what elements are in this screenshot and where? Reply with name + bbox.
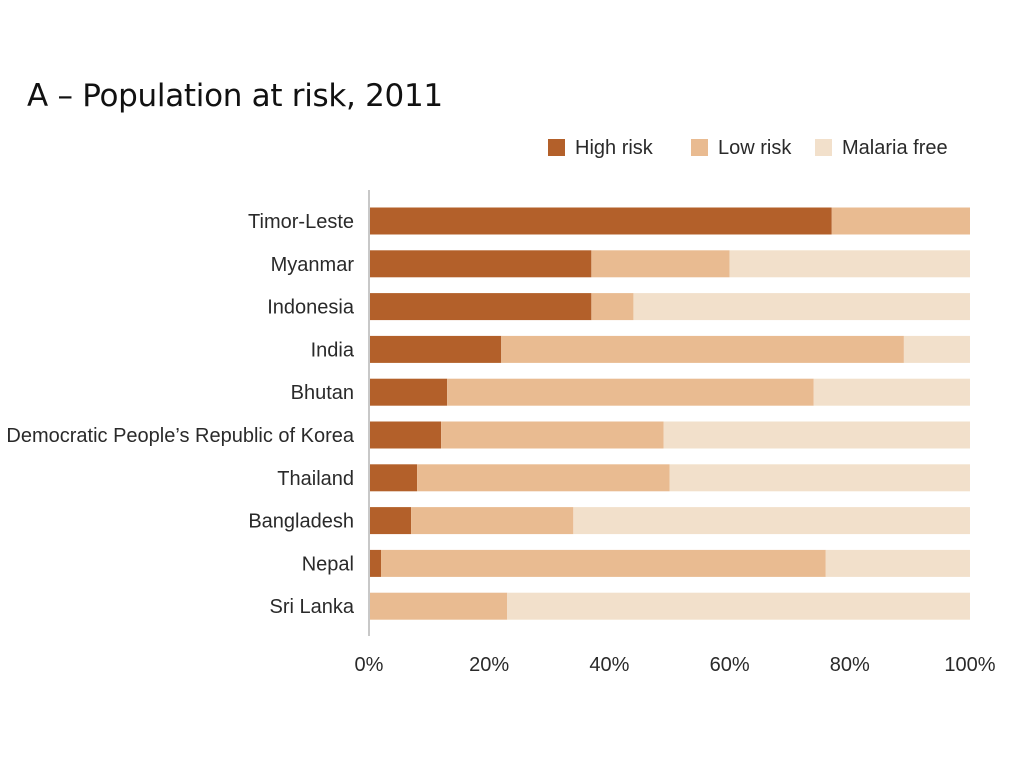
bar-segment-3-row-2 <box>729 250 970 278</box>
bar-segment-1-row-2 <box>369 250 592 278</box>
x-tick-label: 80% <box>830 654 870 676</box>
legend-swatch-1 <box>548 139 565 156</box>
category-label: India <box>311 339 355 361</box>
x-tick-label: 100% <box>944 654 995 676</box>
category-label: Nepal <box>302 553 354 575</box>
x-tick-label: 40% <box>589 654 629 676</box>
bar-group <box>369 207 970 620</box>
bar-segment-2-row-4 <box>501 335 904 363</box>
legend-swatch-2 <box>691 139 708 156</box>
bar-segment-1-row-7 <box>369 464 418 492</box>
bar-segment-1-row-5 <box>369 378 448 406</box>
legend: High risk Low risk Malaria free <box>548 137 948 159</box>
category-label: Thailand <box>277 468 354 490</box>
bar-segment-3-row-6 <box>663 421 970 449</box>
legend-label: Malaria free <box>842 137 948 159</box>
bar-segment-2-row-5 <box>447 378 814 406</box>
category-label: Sri Lanka <box>270 596 355 618</box>
category-label: Timor-Leste <box>248 211 354 233</box>
bar-segment-3-row-5 <box>813 378 970 406</box>
x-tick-label: 0% <box>355 654 384 676</box>
bar-segment-1-row-1 <box>369 207 832 235</box>
category-label: Indonesia <box>267 297 355 319</box>
bar-segment-3-row-9 <box>825 549 970 577</box>
bar-segment-2-row-9 <box>381 549 826 577</box>
legend-label: Low risk <box>718 137 792 159</box>
x-tick-label: 60% <box>710 654 750 676</box>
bar-segment-3-row-7 <box>669 464 970 492</box>
category-labels: Timor-Leste Myanmar Indonesia India Bhutan De… <box>6 211 354 618</box>
x-axis-ticks: 0% 20% 40% 60% 80% 100% <box>355 654 996 676</box>
bar-segment-2-row-7 <box>417 464 670 492</box>
bar-segment-1-row-3 <box>369 293 592 321</box>
category-label: Democratic People’s Republic of Korea <box>6 425 354 447</box>
category-label: Myanmar <box>271 254 355 276</box>
legend-swatch-3 <box>815 139 832 156</box>
x-tick-label: 20% <box>469 654 509 676</box>
bar-segment-1-row-6 <box>369 421 442 449</box>
chart-title: A – Population at risk, 2011 <box>27 78 443 114</box>
bar-segment-1-row-9 <box>369 549 382 577</box>
category-label: Bangladesh <box>248 511 354 533</box>
bar-segment-2-row-1 <box>831 207 970 235</box>
bar-segment-2-row-6 <box>441 421 664 449</box>
bar-segment-3-row-10 <box>507 592 970 620</box>
bar-segment-2-row-3 <box>591 293 634 321</box>
bar-segment-1-row-4 <box>369 335 502 363</box>
bar-segment-3-row-3 <box>633 293 970 321</box>
bar-segment-3-row-4 <box>903 335 970 363</box>
legend-label: High risk <box>575 137 654 159</box>
bar-segment-1-row-8 <box>369 507 412 535</box>
bar-segment-2-row-10 <box>369 592 508 620</box>
category-label: Bhutan <box>291 382 354 404</box>
bar-segment-3-row-8 <box>573 507 970 535</box>
bar-segment-2-row-2 <box>591 250 730 278</box>
bar-segment-2-row-8 <box>411 507 574 535</box>
